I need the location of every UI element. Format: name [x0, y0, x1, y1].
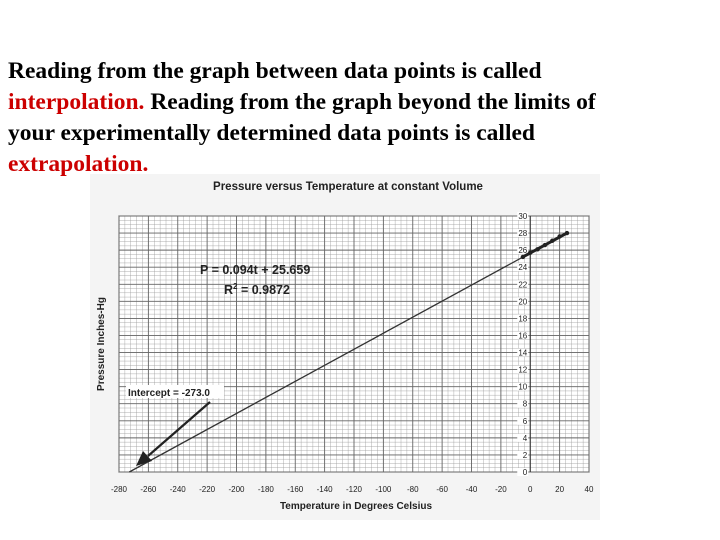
y-tick-label-bg — [517, 468, 529, 476]
data-point — [550, 238, 555, 243]
explanation-text: Reading from the graph between data poin… — [8, 56, 708, 180]
intercept-label-bg — [126, 385, 224, 398]
text-line-2-rest: Reading from the graph beyond the limits… — [144, 89, 596, 115]
x-tick-label: -260 — [140, 485, 157, 494]
y-tick-label: 26 — [518, 246, 527, 255]
y-tick-label-bg — [517, 246, 529, 255]
x-tick-label: 0 — [528, 485, 533, 494]
x-tick-label: -60 — [436, 485, 448, 494]
intercept-label: Intercept = -273.0 — [128, 388, 210, 399]
y-axis-label: Pressure Inches-Hg — [96, 297, 107, 391]
x-tick-label: -220 — [199, 485, 216, 494]
data-point — [528, 250, 533, 255]
y-tick-label-bg — [517, 399, 529, 408]
y-tick-label-bg — [517, 280, 529, 289]
y-tick-label: 14 — [518, 349, 527, 358]
r-squared-exp: 2 — [233, 282, 238, 291]
r-squared-r: R — [224, 283, 233, 297]
x-tick-label: -200 — [228, 485, 245, 494]
y-tick-label-bg — [517, 365, 529, 374]
data-point — [557, 234, 562, 239]
data-point — [535, 247, 540, 252]
y-tick-label-bg — [517, 382, 529, 391]
r-squared-label: R2 = 0.9872 — [224, 282, 290, 297]
chart-title: Pressure versus Temperature at constant … — [213, 181, 483, 193]
x-tick-label: 20 — [555, 485, 564, 494]
x-axis-label: Temperature in Degrees Celsius — [280, 501, 433, 512]
y-tick-label: 8 — [523, 400, 528, 409]
fit-line — [128, 252, 531, 473]
term-extrapolation: extrapolation. — [8, 151, 149, 177]
pressure-temperature-chart: -280 -260 -240 -220 -200 -180 -160 -140 -120 -100… — [90, 174, 600, 520]
x-tick-label: 40 — [585, 485, 594, 494]
text-line-1: Reading from the graph between data poin… — [8, 58, 542, 84]
x-tick-label: -160 — [287, 485, 304, 494]
y-tick-label: 16 — [518, 331, 527, 340]
x-tick-label: -100 — [375, 485, 392, 494]
text-line-3: your experimentally determined data poin… — [8, 120, 535, 146]
y-tick-label: 4 — [523, 434, 528, 443]
x-tick-label: -140 — [317, 485, 334, 494]
y-tick-label-bg — [517, 229, 529, 238]
intercept-arrow-shaft — [147, 401, 211, 457]
y-tick-label: 24 — [518, 263, 527, 272]
x-tick-label: -280 — [111, 485, 128, 494]
equation-label: P = 0.094t + 25.659 — [200, 263, 310, 277]
intercept-arrow — [136, 401, 211, 466]
y-tick-label-bg — [517, 450, 529, 459]
x-tick-label: -80 — [407, 485, 419, 494]
y-tick-label-bg — [517, 297, 529, 306]
y-tick-label-bg — [517, 314, 529, 323]
y-tick-label: 6 — [523, 417, 528, 426]
series-group — [128, 230, 570, 473]
x-tick-label: -240 — [170, 485, 187, 494]
y-tick-label-bg — [517, 433, 529, 442]
y-tick-label-bg — [517, 331, 529, 340]
x-tick-label: -120 — [346, 485, 363, 494]
data-point — [542, 242, 548, 248]
y-tick-label: 28 — [518, 229, 527, 238]
y-tick-label-bg — [517, 348, 529, 357]
intercept-arrow-head — [136, 451, 152, 466]
y-tick-label: 10 — [518, 383, 527, 392]
y-tick-label: 30 — [518, 212, 527, 221]
data-point — [564, 230, 570, 236]
y-tick-label: 2 — [523, 451, 528, 460]
y-tick-label-bg — [517, 263, 529, 272]
x-tick-label: -20 — [495, 485, 507, 494]
x-tick-label: -40 — [466, 485, 478, 494]
text-line-2: interpolation. Reading from the graph be… — [8, 87, 708, 118]
y-tick-label: 22 — [518, 280, 527, 289]
r-squared-value: = 0.9872 — [237, 283, 290, 297]
y-tick-label: 12 — [518, 366, 527, 375]
x-axis-ticks: -280 -260 -240 -220 -200 -180 -160 -140 -120 -100… — [111, 485, 594, 494]
term-interpolation: interpolation. — [8, 89, 145, 115]
data-point — [520, 254, 526, 260]
y-tick-label-bg — [517, 416, 529, 425]
x-tick-label: -180 — [258, 485, 275, 494]
y-tick-label-bg — [517, 212, 529, 220]
y-tick-label: 0 — [523, 468, 528, 477]
y-tick-label: 20 — [518, 297, 527, 306]
y-tick-label: 18 — [518, 314, 527, 323]
